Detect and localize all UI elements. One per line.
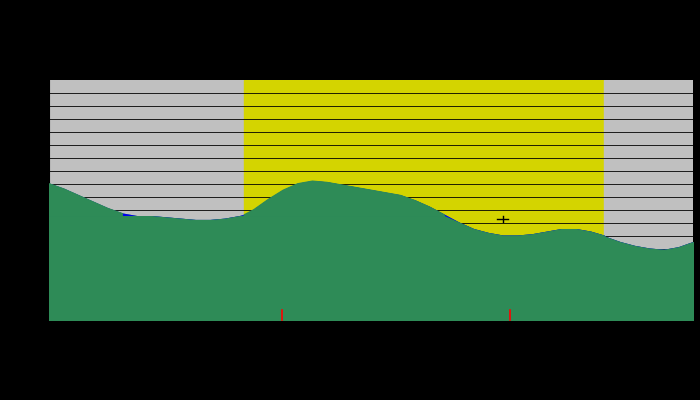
Text: Mset
05:58: Mset 05:58 (270, 324, 295, 343)
Bar (244, 80, 603, 320)
Text: Apr 18
05:40: Apr 18 05:40 (225, 58, 263, 80)
Bar (49, 80, 244, 320)
Title: Pete Dahl Slough, Copper River Delta, Alaska: Pete Dahl Slough, Copper River Delta, Al… (198, 10, 544, 25)
Text: Apr 18
10:51: Apr 18 10:51 (370, 58, 407, 80)
Text: Apr 18
17:57: Apr 18 17:57 (551, 58, 588, 80)
Text: Mrise
14:44: Mrise 14:44 (497, 324, 522, 343)
Bar (603, 80, 693, 320)
Text: Apr 17
23:20: Apr 17 23:20 (30, 58, 68, 80)
